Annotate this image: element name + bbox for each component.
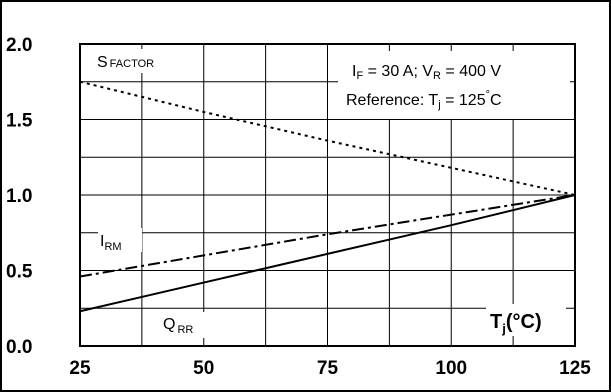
qrr-label: Q RR [163, 316, 193, 336]
series-line-factor [79, 80, 576, 196]
y-tick-label: 1.5 [6, 111, 33, 132]
series-line-rm [79, 194, 576, 278]
sfactor-label: S FACTOR [97, 54, 154, 71]
y-tick-label: 0.0 [6, 337, 32, 358]
x-tick-label: 50 [193, 358, 214, 379]
x-tick-label: 25 [69, 358, 91, 379]
plot-frame [79, 43, 576, 347]
x-tick-label: 100 [435, 358, 467, 379]
tick-labels: 25 50 75 100 125 0.0 0.5 1.0 1.5 2.0 [6, 35, 591, 379]
x-axis-title-bg [486, 304, 566, 336]
irm-label-bg [98, 228, 142, 252]
qrr-label-bg [160, 312, 216, 338]
y-tick-label: 1.0 [6, 186, 32, 207]
y-tick-label: 2.0 [6, 35, 32, 56]
sfactor-label-bg [93, 49, 203, 73]
irm-label: IRM [100, 233, 122, 253]
conditions-line-2: Reference: Tj = 125°C [346, 89, 502, 111]
conditions-line-1: IF = 30 A; VR = 400 V [352, 63, 501, 82]
x-tick-label: 125 [559, 358, 591, 379]
x-tick-label: 75 [317, 358, 339, 379]
y-tick-label: 0.5 [6, 262, 33, 283]
series-group [79, 80, 576, 313]
x-axis-title: Tj(°C) [490, 311, 542, 336]
conditions-box [338, 51, 570, 119]
series-line-rr [79, 194, 576, 313]
